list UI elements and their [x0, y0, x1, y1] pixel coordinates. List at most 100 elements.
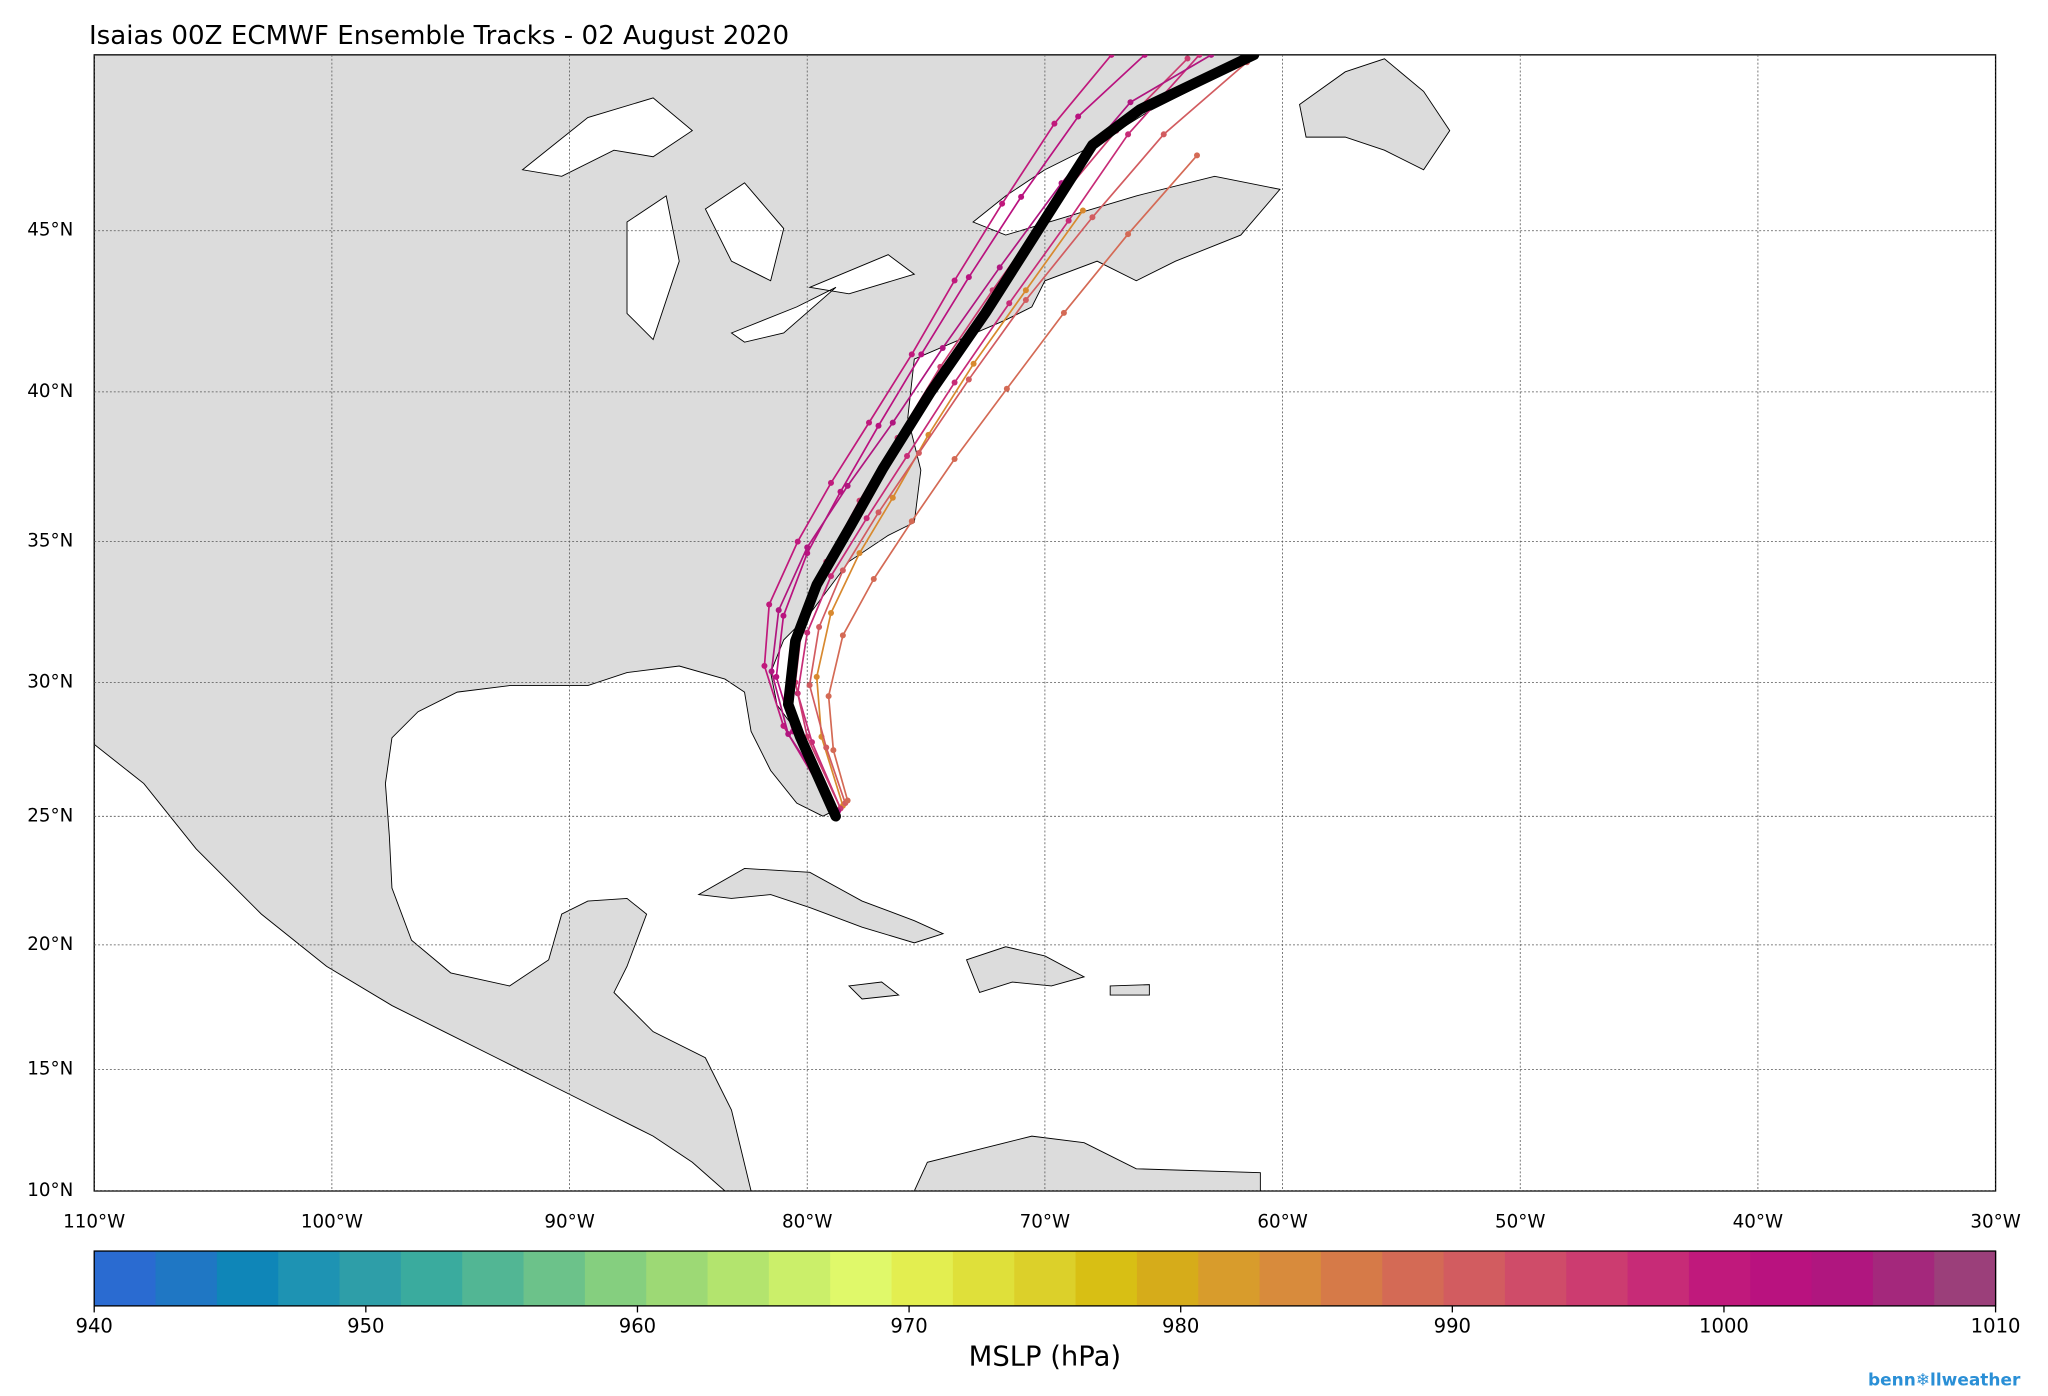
track-point	[866, 419, 873, 426]
track-point	[951, 277, 958, 284]
track-point	[863, 515, 870, 522]
track-point	[766, 601, 773, 608]
track-point	[785, 731, 792, 738]
track-point	[875, 422, 882, 429]
color-bin	[1075, 1251, 1138, 1306]
lon-tick-label: 70°W	[1020, 1211, 1070, 1232]
lon-tick-label: 100°W	[301, 1211, 363, 1232]
color-bin	[1566, 1251, 1629, 1306]
color-bin	[707, 1251, 770, 1306]
lon-tick-label: 80°W	[782, 1211, 832, 1232]
track-point	[806, 682, 813, 689]
color-bin	[830, 1251, 893, 1306]
color-bin	[1259, 1251, 1322, 1306]
color-bin	[1198, 1251, 1261, 1306]
lon-tick-label: 50°W	[1495, 1211, 1545, 1232]
track-point	[1060, 309, 1067, 316]
color-bin	[1811, 1251, 1874, 1306]
colorbar-frame	[93, 1250, 1997, 1307]
track-point	[794, 538, 801, 545]
color-bin	[1014, 1251, 1077, 1306]
track-point	[830, 747, 837, 754]
track-point	[965, 274, 972, 281]
colorbar-tick-label: 960	[619, 1314, 656, 1337]
track-point	[1089, 214, 1096, 221]
color-bin	[1320, 1251, 1383, 1306]
lon-tick-label: 30°W	[1970, 1211, 2020, 1232]
track-point	[823, 744, 830, 751]
lat-tick-label: 25°N	[27, 805, 73, 826]
track-point	[1141, 54, 1148, 58]
track-point	[1184, 55, 1191, 62]
colorbar-tick-label: 980	[1162, 1314, 1199, 1337]
track-point	[1003, 385, 1010, 392]
track-point	[996, 264, 1003, 271]
lon-tick-label: 40°W	[1733, 1211, 1783, 1232]
track-point	[1022, 287, 1029, 294]
hispaniola	[965, 946, 1086, 994]
track-point	[768, 668, 775, 675]
lat-tick-label: 15°N	[27, 1058, 73, 1079]
track-point	[816, 624, 823, 631]
track-point	[761, 662, 768, 669]
track-point	[1065, 217, 1072, 224]
color-bin	[891, 1251, 954, 1306]
colorbar-tick-label: 940	[76, 1314, 113, 1337]
track-point	[844, 797, 851, 804]
track-layer	[94, 54, 1996, 1191]
color-bin	[768, 1251, 831, 1306]
track-point	[1160, 131, 1167, 138]
track-point	[970, 360, 977, 367]
track-point	[825, 693, 832, 700]
colorbar-tick-label: 1010	[1971, 1314, 2021, 1337]
member-track	[815, 209, 1084, 807]
colorbar-tick-label: 970	[890, 1314, 927, 1337]
track-point	[915, 449, 922, 456]
track-point	[1006, 300, 1013, 307]
track-point	[1075, 113, 1082, 120]
track-point	[813, 673, 820, 680]
track-point	[1127, 99, 1134, 106]
color-bin	[1688, 1251, 1751, 1306]
track-point	[904, 452, 911, 459]
color-bin	[1627, 1251, 1690, 1306]
great-lakes	[521, 97, 916, 343]
track-point	[951, 379, 958, 386]
lon-tick-label: 90°W	[544, 1211, 594, 1232]
member-track	[763, 54, 1113, 815]
south-america	[913, 1135, 1261, 1191]
track-point	[1196, 54, 1203, 58]
track-point	[827, 479, 834, 486]
color-bin	[155, 1251, 218, 1306]
track-point	[844, 482, 851, 489]
color-bin	[952, 1251, 1015, 1306]
lat-tick-label: 45°N	[27, 220, 73, 241]
track-point	[856, 550, 863, 557]
jamaica	[848, 981, 900, 1000]
color-bin	[1872, 1251, 1935, 1306]
track-point	[1125, 131, 1132, 138]
track-point	[839, 567, 846, 574]
title: Isaias 00Z ECMWF Ensemble Tracks - 02 Au…	[89, 21, 789, 51]
track-point	[870, 575, 877, 582]
lat-tick-label: 30°N	[27, 671, 73, 692]
track-point	[1079, 207, 1086, 214]
color-bin	[1934, 1251, 1997, 1306]
track-point	[908, 351, 915, 358]
color-bin	[523, 1251, 586, 1306]
track-point	[1022, 296, 1029, 303]
track-point	[965, 376, 972, 383]
lon-tick-label: 110°W	[63, 1211, 125, 1232]
member-track	[775, 54, 1146, 812]
track-point	[939, 345, 946, 352]
mexico-pacific-coast	[94, 743, 726, 1191]
color-bin	[216, 1251, 279, 1306]
track-point	[827, 573, 834, 580]
track-point	[839, 632, 846, 639]
track-point	[908, 518, 915, 525]
track-point	[1051, 120, 1058, 127]
track-point	[1108, 54, 1115, 58]
color-bin	[1443, 1251, 1506, 1306]
track-point	[1125, 231, 1132, 238]
